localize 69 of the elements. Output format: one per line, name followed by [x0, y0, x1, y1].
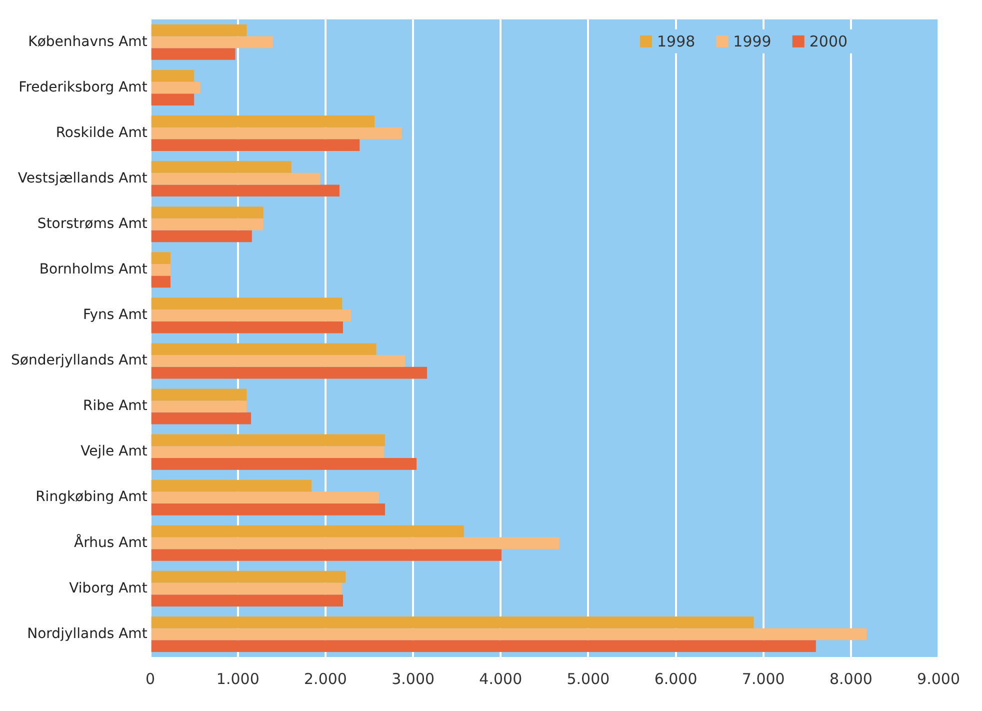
y-tick-label: Storstrøms Amt: [37, 216, 148, 232]
bar: [151, 400, 247, 412]
x-tick-label: 1.000: [216, 670, 260, 688]
x-tick-label: 6.000: [654, 670, 698, 688]
bar: [151, 82, 200, 94]
bar: [151, 640, 816, 652]
x-tick-label: 2.000: [304, 670, 347, 688]
y-tick-label: Vestsjællands Amt: [18, 170, 148, 186]
bar: [151, 628, 867, 640]
y-tick-label: Nordjyllands Amt: [27, 626, 148, 642]
x-tick-label: 5.000: [566, 670, 610, 688]
bar: [151, 115, 375, 128]
bar: [151, 446, 384, 458]
y-tick-label: Sønderjyllands Amt: [10, 352, 148, 369]
bar: [151, 218, 264, 230]
bar: [151, 412, 252, 424]
y-tick-label: Vejle Amt: [80, 444, 148, 460]
bar: [151, 276, 170, 288]
legend-label: 1999: [733, 32, 772, 50]
y-tick-label: Ribe Amt: [83, 398, 148, 414]
bar: [151, 264, 170, 276]
x-tick-label: 8.000: [829, 670, 872, 688]
y-tick-label: Ringkøbing Amt: [36, 489, 148, 506]
bar: [151, 458, 417, 470]
x-tick-label: 7.000: [742, 670, 785, 688]
bar: [151, 343, 376, 356]
x-tick-label: 0: [146, 670, 156, 688]
y-tick-label: Fyns Amt: [82, 307, 148, 324]
legend-label: 1998: [657, 32, 696, 50]
bar: [151, 366, 428, 379]
bar: [151, 48, 236, 60]
bar: [151, 582, 342, 595]
x-tick-label: 4.000: [479, 670, 522, 688]
bar: [151, 172, 320, 185]
bar: [151, 298, 342, 310]
bar: [151, 388, 247, 401]
legend-label: 2000: [809, 32, 848, 50]
y-tick-label: Viborg Amt: [69, 580, 148, 596]
bar: [151, 492, 379, 504]
x-tick-label: 9.000: [917, 670, 960, 688]
y-tick-label: Århus Amt: [74, 534, 148, 551]
bar: [151, 184, 340, 197]
bar: [151, 70, 194, 82]
bar: [151, 549, 502, 561]
bar: [151, 206, 264, 218]
bar: [151, 139, 360, 152]
bar: [151, 616, 754, 628]
bar: [151, 480, 312, 492]
bar: [151, 570, 346, 583]
bar: [151, 537, 560, 550]
bar: [151, 355, 406, 367]
x-tick-label: 3.000: [392, 670, 435, 688]
y-tick-label: Frederiksborg Amt: [18, 79, 148, 96]
bar: [151, 24, 247, 36]
y-tick-label: Københavns Amt: [28, 34, 148, 50]
bar: [151, 310, 351, 322]
bar: [151, 525, 464, 538]
y-tick-label: Roskilde Amt: [56, 124, 148, 141]
bar: [151, 504, 386, 516]
bar: [151, 36, 273, 48]
bar: [151, 161, 292, 173]
y-tick-label: Bornholms Amt: [39, 262, 148, 278]
bar: [151, 230, 252, 242]
bar: [151, 252, 170, 264]
bar: [151, 321, 343, 334]
bar: [151, 127, 402, 140]
bar: [151, 94, 194, 106]
bar: [151, 434, 386, 446]
bar: [151, 594, 343, 606]
